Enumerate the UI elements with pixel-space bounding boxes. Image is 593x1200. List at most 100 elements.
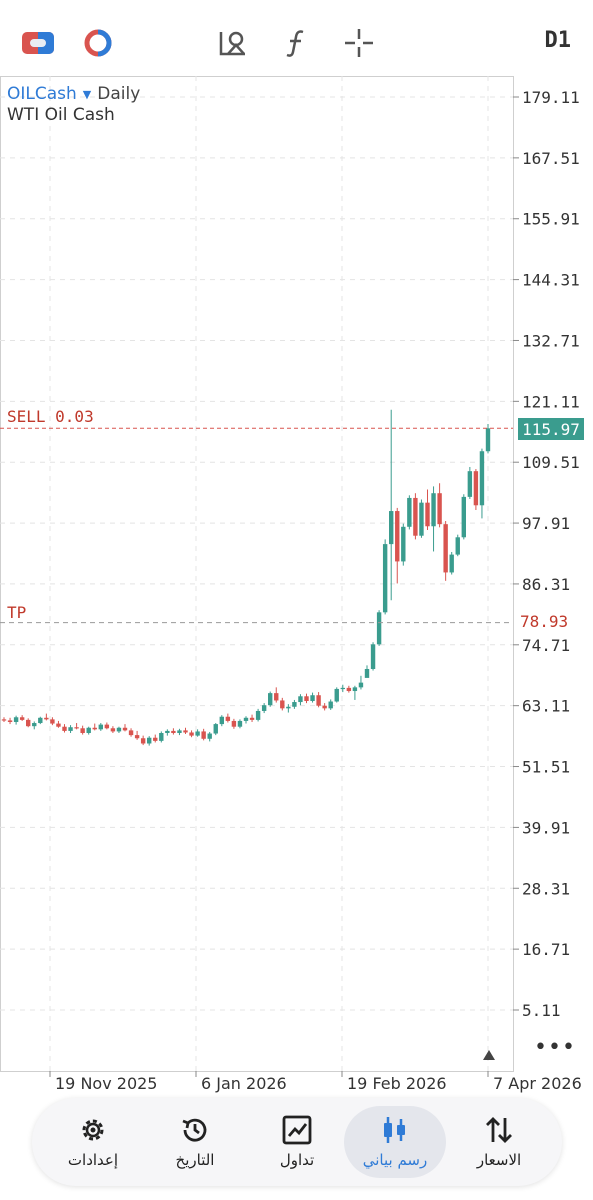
crosshair-icon[interactable] — [339, 24, 379, 62]
candle-body — [80, 728, 85, 734]
candle-body — [461, 496, 466, 538]
symbol-name[interactable]: OILCash — [7, 84, 77, 104]
candle-body — [389, 511, 394, 545]
nav-trade-label: تداول — [279, 1151, 315, 1169]
x-tick-label: 19 Feb 2026 — [347, 1074, 447, 1093]
candle-body — [292, 702, 297, 707]
y-tick-label: 28.31 — [522, 879, 570, 898]
candle-body — [1, 719, 7, 721]
candle-body — [286, 706, 291, 709]
candle-body — [334, 688, 339, 702]
nav-quotes-label: الاسعار — [476, 1151, 522, 1169]
gear-icon — [82, 1119, 104, 1141]
candle-body — [407, 497, 412, 527]
candle-body — [358, 682, 364, 688]
candle-body — [274, 693, 279, 701]
trade-toggle-icon[interactable] — [18, 24, 58, 62]
candle-body — [171, 730, 176, 734]
candle-body — [219, 716, 224, 725]
candles-icon — [384, 1117, 405, 1143]
y-tick-label: 144.31 — [522, 271, 580, 290]
candle-body — [364, 668, 370, 678]
candle-body — [479, 451, 485, 506]
chart-toolbar: D1 — [0, 0, 593, 82]
candle-body — [56, 723, 61, 727]
candle-body — [140, 738, 146, 744]
y-tick-label: 5.11 — [522, 1001, 561, 1020]
candle-body — [473, 471, 479, 506]
candle-body — [177, 730, 182, 734]
y-tick-label: 121.11 — [522, 392, 580, 411]
nav-chart-label: رسم بياني — [362, 1151, 428, 1169]
candle-body — [382, 544, 388, 613]
candle-body — [419, 502, 424, 536]
function-icon[interactable] — [276, 24, 316, 62]
candle-body — [50, 719, 55, 724]
candle-body — [455, 537, 460, 555]
symbol-description: WTI Oil Cash — [7, 105, 115, 125]
candle-body — [431, 493, 436, 527]
trade-chart-icon — [282, 1115, 312, 1145]
candle-body — [19, 717, 25, 720]
candle-body — [443, 524, 448, 573]
candle-body — [44, 717, 49, 720]
candle-body — [98, 724, 103, 730]
indicator-icon[interactable] — [80, 24, 120, 62]
candle-body — [26, 719, 31, 727]
candle-body — [449, 554, 454, 573]
candle-body — [165, 730, 170, 734]
candle-body — [280, 700, 285, 709]
y-tick-label: 39.91 — [522, 818, 570, 837]
candle-body — [316, 695, 321, 706]
y-tick-label: 132.71 — [522, 331, 580, 350]
candle-body — [213, 724, 218, 734]
candle-body — [195, 731, 200, 736]
nav-chart[interactable]: رسم بياني — [344, 1106, 446, 1178]
tp-price-label: 78.93 — [520, 612, 569, 631]
current-price-badge: 115.97 — [518, 418, 584, 440]
candle-body — [401, 526, 406, 562]
candle-body — [110, 728, 116, 732]
candle-body — [413, 497, 418, 536]
candle-body — [261, 705, 267, 711]
nav-history-label: التاريخ — [175, 1151, 215, 1169]
tp-line-label[interactable]: TP — [7, 603, 27, 622]
candle-body — [128, 730, 134, 736]
more-options-button[interactable]: ••• — [534, 1034, 576, 1060]
x-tick-label: 19 Nov 2025 — [55, 1074, 157, 1093]
y-tick-label: 179.11 — [522, 88, 580, 107]
chart-area[interactable]: 179.11 167.51 155.91 144.31 132.71 121.11 109.… — [0, 76, 593, 1100]
candle-body — [189, 732, 194, 736]
candle-body — [153, 737, 158, 741]
candle-body — [352, 687, 358, 692]
y-tick-label: 86.31 — [522, 575, 570, 594]
price-chart[interactable]: 179.11 167.51 155.91 144.31 132.71 121.11 109.… — [0, 76, 593, 1100]
candle-body — [467, 471, 473, 497]
candle-body — [310, 695, 315, 701]
candle-body — [376, 612, 382, 645]
x-tick-label: 7 Apr 2026 — [493, 1074, 582, 1093]
y-tick-label: 74.71 — [522, 636, 570, 655]
chart-frame — [0, 76, 514, 1072]
candle-body — [304, 696, 309, 701]
candle-body — [183, 730, 188, 733]
objects-icon[interactable] — [213, 24, 253, 62]
nav-history[interactable]: التاريخ — [144, 1106, 246, 1178]
nav-settings-label: إعدادات — [67, 1151, 119, 1169]
nav-settings[interactable]: إعدادات — [42, 1106, 144, 1178]
nav-trade[interactable]: تداول — [246, 1106, 348, 1178]
candle-body — [231, 720, 237, 727]
nav-quotes[interactable]: الاسعار — [448, 1106, 550, 1178]
bottom-navigation: إعدادات التاريخ تداول رسم بياني الاسعار — [32, 1098, 562, 1186]
candle-body — [243, 717, 249, 721]
candle-body — [268, 693, 273, 706]
candle-body — [249, 717, 255, 720]
timeframe-button[interactable]: D1 — [544, 28, 572, 53]
candle-body — [207, 733, 212, 739]
symbol-dropdown-icon[interactable]: ▼ — [82, 87, 92, 101]
symbol-header[interactable]: OILCash ▼ Daily — [7, 84, 140, 104]
candle-body — [255, 710, 261, 720]
candle-body — [237, 720, 243, 727]
candle-body — [86, 727, 91, 734]
sell-line-label[interactable]: SELL 0.03 — [7, 407, 94, 426]
